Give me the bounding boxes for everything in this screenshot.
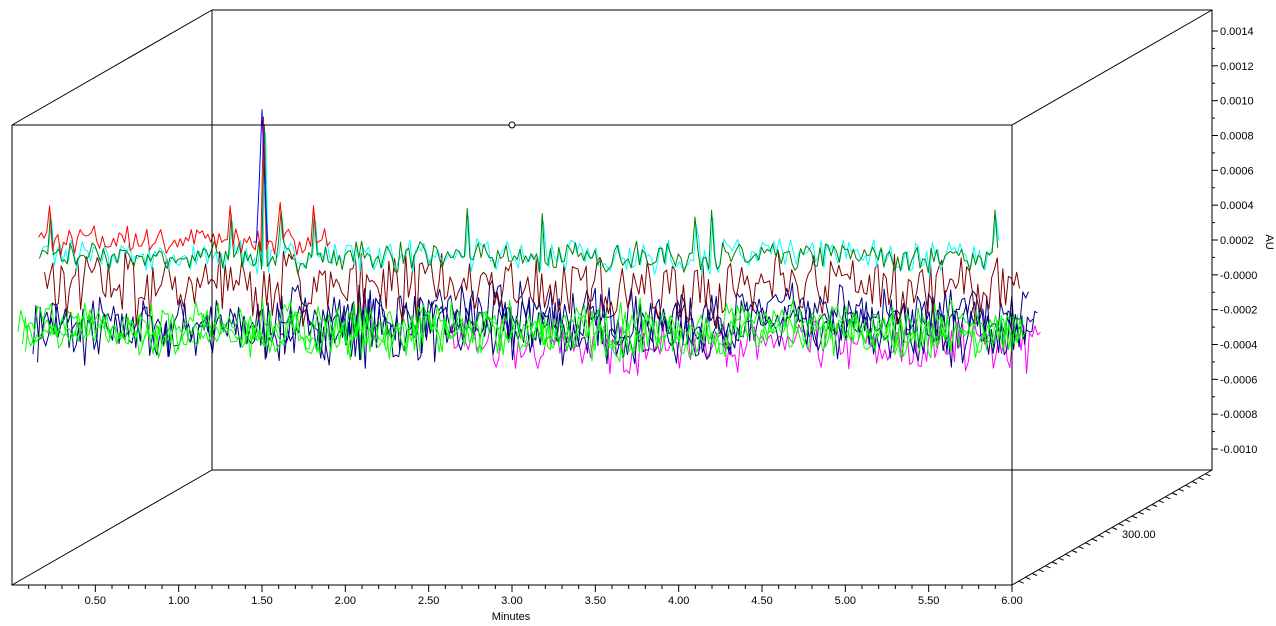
z-tick-mark (1205, 473, 1211, 477)
series-layer (17, 109, 1041, 376)
y-tick-label: -0.0006 (1220, 374, 1257, 386)
spectrum-series (38, 124, 999, 275)
z-axis: 300.00 (1018, 473, 1211, 584)
z-tick-mark (1071, 550, 1078, 553)
z-tick-mark (1098, 534, 1104, 538)
z-tick-mark (1105, 530, 1111, 534)
z-tick-mark (1145, 507, 1151, 511)
z-tick-mark (1118, 523, 1124, 527)
z-tick-mark (1191, 481, 1198, 484)
x-axis-label: Minutes (492, 611, 531, 623)
z-tick-mark (1085, 542, 1091, 546)
x-tick-label: 2.50 (418, 595, 439, 607)
x-tick-label: 5.50 (918, 595, 939, 607)
z-tick-mark (1138, 511, 1144, 515)
x-axis: 0.50 1.00 1.50 2.00 2.50 3.00 3.50 4.00 4.50 5.00… (28, 585, 1023, 607)
rotation-handle[interactable] (508, 121, 516, 129)
z-tick-mark (1151, 504, 1158, 507)
spectrum-series (17, 297, 1019, 349)
z-tick-mark (1038, 569, 1044, 573)
box-edge (11, 9, 213, 126)
z-tick-mark (1125, 519, 1131, 523)
y-tick-label: 0.0006 (1220, 165, 1254, 177)
x-tick-label: 4.00 (668, 595, 689, 607)
z-tick-mark (1158, 500, 1164, 504)
spectrum-series (22, 311, 1023, 363)
x-tick-label: 6.00 (1001, 595, 1022, 607)
z-tick-mark (1058, 557, 1064, 561)
z-tick-mark (1018, 580, 1024, 584)
z-tick-mark (1131, 515, 1138, 519)
x-tick-label: 5.00 (835, 595, 856, 607)
x-tick-label: 3.50 (585, 595, 606, 607)
z-tick-mark (1078, 546, 1084, 550)
y-axis: 0.0014 0.0012 0.0010 0.0008 0.0006 0.0004 0.00… (1211, 10, 1257, 470)
spectrum-series (40, 131, 1000, 277)
z-tick-mark (1185, 484, 1191, 488)
x-tick-label: 4.50 (751, 595, 772, 607)
z-tick-mark (1198, 477, 1204, 481)
y-axis-label: AU (1263, 234, 1275, 249)
x-tick-label: 1.00 (168, 595, 189, 607)
z-tick-mark (1031, 573, 1038, 576)
y-tick-label: 0.0002 (1220, 235, 1254, 247)
z-tick-mark (1051, 561, 1058, 565)
y-tick-label: 0.0014 (1220, 26, 1254, 38)
y-tick-label: 0.0008 (1220, 131, 1254, 143)
spectrum-series (38, 116, 331, 256)
spectrum-series (253, 109, 269, 243)
z-tick-label: 300.00 (1122, 529, 1156, 541)
y-tick-label: -0.0000 (1220, 270, 1257, 282)
y-tick-label: 0.0010 (1220, 96, 1254, 108)
z-tick-mark (1171, 492, 1178, 496)
z-tick-mark (1111, 527, 1118, 530)
x-tick-label: 0.50 (85, 595, 106, 607)
z-tick-mark (1091, 538, 1098, 542)
z-tick-mark (1065, 553, 1071, 557)
y-tick-label: 0.0004 (1220, 200, 1254, 212)
z-tick-mark (1045, 565, 1051, 569)
y-tick-label: 0.0012 (1220, 61, 1254, 73)
x-tick-label: 1.50 (251, 595, 272, 607)
z-tick-mark (1025, 576, 1031, 580)
spectrum-series (44, 249, 1020, 330)
y-tick-label: -0.0010 (1220, 444, 1257, 456)
z-tick-mark (1165, 496, 1171, 500)
y-tick-label: -0.0004 (1220, 340, 1257, 352)
box-frame (11, 9, 1213, 586)
x-tick-label: 2.00 (335, 595, 356, 607)
box-edge (11, 469, 213, 586)
y-tick-label: -0.0008 (1220, 409, 1257, 421)
y-tick-label: -0.0002 (1220, 305, 1257, 317)
box-edge (1011, 9, 1213, 126)
x-tick-label: 3.00 (501, 595, 522, 607)
z-tick-mark (1178, 488, 1184, 492)
